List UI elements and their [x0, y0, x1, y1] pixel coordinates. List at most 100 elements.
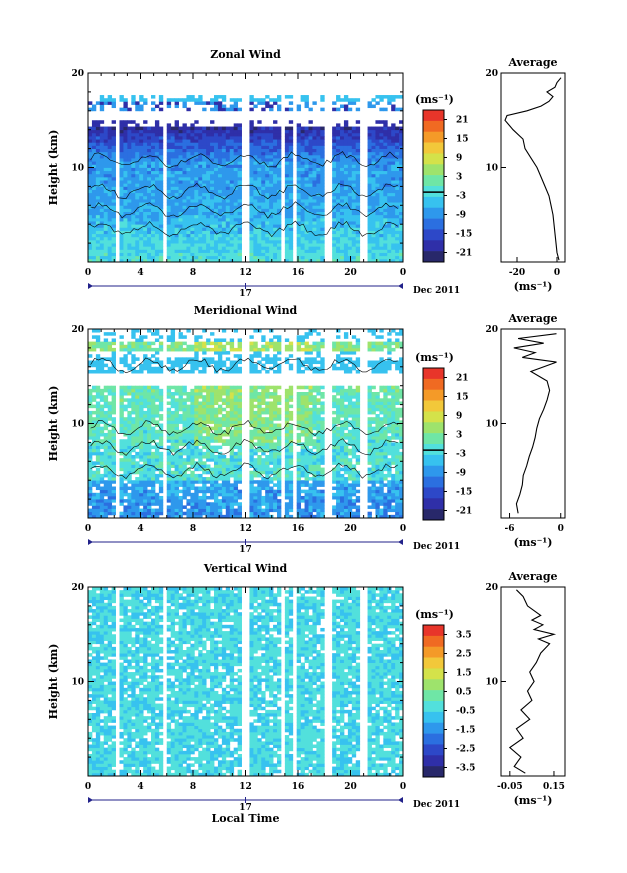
- date-suffix: Dec 2011: [413, 542, 460, 552]
- heatmap-cells: [88, 587, 404, 777]
- colorbar-tick-label: -3: [456, 192, 466, 202]
- colorbar: (ms⁻¹)21 15 9 3 -3 -9 -15 -21: [415, 93, 472, 263]
- y-tick-label: 20: [71, 583, 84, 593]
- colorbar-swatch: [423, 120, 444, 133]
- average-x-label: (ms⁻¹): [514, 794, 553, 807]
- colorbar-tick-label: -1.5: [456, 726, 475, 736]
- colorbar-swatch: [423, 196, 444, 209]
- colorbar-swatch: [423, 240, 444, 252]
- colorbar-swatch: [423, 755, 444, 767]
- colorbar-swatch: [423, 498, 444, 510]
- y-tick-label: 20: [71, 69, 84, 79]
- panel-3: 0 4 8 12 16 20 0 20 10 Vertical Wind Height (km) 17…: [47, 562, 566, 825]
- y-tick-label: 10: [71, 420, 84, 430]
- colorbar: (ms⁻¹)3.5 2.5 1.5 0.5 -0.5 -1.5 -2.5 -3.5: [415, 608, 475, 778]
- contour-lines: [90, 151, 398, 238]
- colorbar-swatch: [423, 229, 444, 241]
- x-axis-label: Local Time: [212, 812, 280, 825]
- colorbar-tick-label: -3: [456, 450, 466, 460]
- average-y-tick: 20: [485, 325, 498, 335]
- x-tick-label: 0: [85, 782, 91, 792]
- colorbar-swatch: [423, 433, 444, 445]
- colorbar-swatch: [423, 378, 444, 391]
- x-tick-label: 12: [239, 268, 252, 278]
- colorbar-tick-label: -15: [456, 488, 472, 498]
- average-x-label: (ms⁻¹): [514, 280, 553, 293]
- colorbar-tick-label: 15: [456, 393, 469, 403]
- colorbar-swatch: [423, 400, 444, 412]
- average-x-tick: 0.15: [543, 782, 565, 792]
- panel-1: 0 4 8 12 16 20 0 20 10 Zonal Wind Height (km) 17 Dec…: [47, 48, 566, 299]
- colorbar-swatch: [423, 476, 444, 488]
- colorbar-swatch: [423, 668, 444, 680]
- colorbar-swatch: [423, 218, 444, 230]
- y-axis-label: Height (km): [47, 386, 60, 462]
- x-tick-label: 8: [190, 524, 196, 534]
- x-tick-label: 4: [137, 782, 143, 792]
- x-tick-label: 0: [85, 268, 91, 278]
- x-tick-label: 16: [292, 268, 305, 278]
- x-tick-label: 12: [239, 524, 252, 534]
- x-tick-label: 20: [344, 524, 357, 534]
- average-y-tick: 20: [485, 69, 498, 79]
- colorbar-swatch: [423, 701, 444, 713]
- colorbar-tick-label: 9: [456, 412, 462, 422]
- average-x-label: (ms⁻¹): [514, 536, 553, 549]
- colorbar-swatch: [423, 164, 444, 176]
- chart-title: Zonal Wind: [210, 48, 281, 61]
- date-suffix: Dec 2011: [413, 800, 460, 810]
- heatmap-cells: [88, 95, 404, 263]
- average-y-tick: 20: [485, 583, 498, 593]
- colorbar-tick-label: 3: [456, 173, 462, 183]
- y-tick-label: 20: [71, 325, 84, 335]
- contour-lines: [90, 357, 398, 480]
- colorbar-swatch: [423, 487, 444, 499]
- average-title: Average: [507, 570, 557, 583]
- colorbar-swatch: [423, 465, 444, 477]
- colorbar-swatch: [423, 131, 444, 143]
- x-tick-label: 12: [239, 782, 252, 792]
- colorbar-swatch: [423, 509, 444, 521]
- colorbar-swatch: [423, 251, 444, 263]
- x-tick-label: 8: [190, 268, 196, 278]
- average-title: Average: [507, 56, 557, 69]
- y-tick-label: 10: [71, 678, 84, 688]
- y-axis-label: Height (km): [47, 130, 60, 206]
- x-tick-label: 0: [400, 268, 406, 278]
- colorbar-unit: (ms⁻¹): [415, 93, 454, 106]
- heatmap-cells: [88, 329, 404, 519]
- colorbar-swatch: [423, 733, 444, 745]
- x-tick-label: 16: [292, 782, 305, 792]
- average-x-tick: 0: [558, 524, 564, 534]
- x-tick-label: 4: [137, 524, 143, 534]
- colorbar-swatch: [423, 679, 444, 691]
- colorbar-swatch: [423, 110, 444, 122]
- x-tick-label: 20: [344, 268, 357, 278]
- x-tick-label: 4: [137, 268, 143, 278]
- colorbar-tick-label: -21: [456, 507, 472, 517]
- colorbar-tick-label: -21: [456, 249, 472, 259]
- date-label: 17: [239, 289, 252, 299]
- colorbar-unit: (ms⁻¹): [415, 351, 454, 364]
- average-line: [508, 589, 557, 774]
- colorbar-swatch: [423, 657, 444, 669]
- x-tick-label: 0: [400, 524, 406, 534]
- colorbar-tick-label: 2.5: [456, 650, 472, 660]
- colorbar-swatch: [423, 175, 444, 187]
- average-profile: Average 20 10 -6 0 (ms⁻¹): [485, 312, 566, 549]
- average-x-tick: -6: [505, 524, 515, 534]
- x-tick-label: 8: [190, 782, 196, 792]
- colorbar-unit: (ms⁻¹): [415, 608, 454, 621]
- average-y-tick: 10: [485, 420, 498, 430]
- average-title: Average: [507, 312, 557, 325]
- x-tick-label: 20: [344, 782, 357, 792]
- colorbar-tick-label: -9: [456, 469, 466, 479]
- chart-title: Meridional Wind: [194, 304, 298, 317]
- colorbar-tick-label: 1.5: [456, 669, 472, 679]
- average-profile: Average 20 10 -20 0(ms⁻¹): [485, 56, 566, 293]
- average-x-tick: -0.05: [497, 782, 523, 792]
- y-axis-label: Height (km): [47, 644, 60, 720]
- colorbar-swatch: [423, 368, 444, 380]
- chart-title: Vertical Wind: [203, 562, 288, 575]
- average-x-tick: 0: [554, 268, 560, 278]
